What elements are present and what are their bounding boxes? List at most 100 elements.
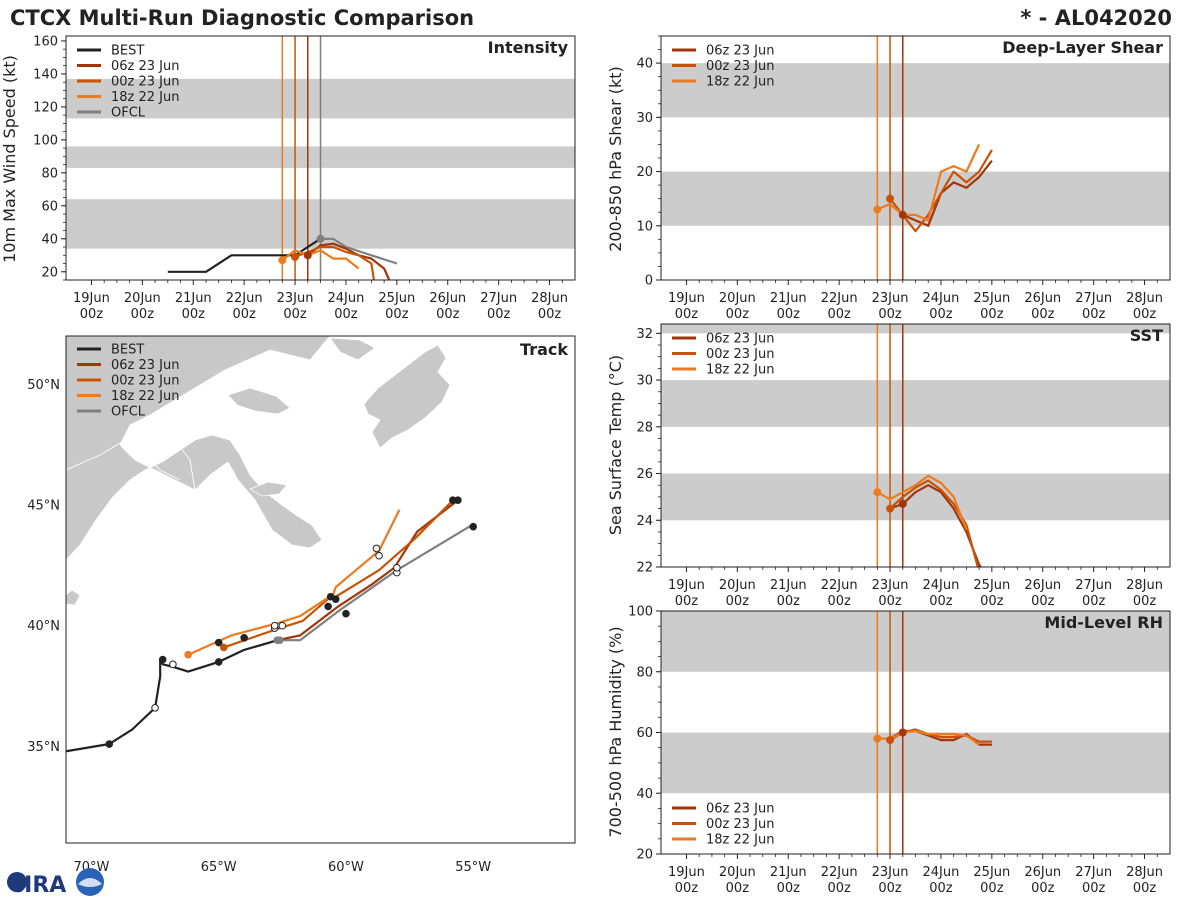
seal-wave-icon [78,878,102,887]
rh-line-18z-22-jun [877,729,980,746]
rh-legend-label-18z-22-jun: 18z 22 Jun [706,833,775,848]
sst-ylabel: Sea Surface Temp (°C) [606,355,625,535]
sst-xtick-day-5: 24Jun [923,578,960,593]
track-marker-2 [158,655,167,664]
land-mass-3 [249,481,288,497]
rh-xtick-day-6: 25Jun [973,865,1010,880]
sst-ytick-label-22: 22 [636,561,653,576]
sst-xtick-hour-1: 00z [726,594,750,609]
shear-marker-00z-23-jun [886,194,895,203]
sst-xtick-day-8: 27Jun [1075,578,1112,593]
track-map-group [66,336,478,753]
track-marker-3 [169,660,177,669]
intensity-ytick-label-140: 140 [33,67,58,82]
intensity-xtick-day-4: 23Jun [277,291,314,306]
intensity-marker-00z-23-jun [291,252,300,261]
track-xtick-label-65-w: 65°W [201,860,237,875]
sst-band-1 [661,380,1170,427]
rh-xtick-day-4: 23Jun [872,865,909,880]
rh-xtick-hour-2: 00z [777,881,801,896]
intensity-ytick-label-60: 60 [41,199,58,214]
rh-series-group [873,728,992,746]
intensity-xtick-hour-3: 00z [232,307,256,322]
track-marker-6 [240,633,248,642]
rh-xtick-hour-1: 00z [726,881,750,896]
sst-xtick-hour-8: 00z [1082,594,1106,609]
storm-id: * - AL042020 [1020,6,1172,30]
shear-xtick-day-2: 21Jun [770,291,807,306]
shear-xtick-hour-3: 00z [827,307,851,322]
intensity-ytick-label-120: 120 [33,100,58,115]
shear-xtick-hour-8: 00z [1082,307,1106,322]
track-marker-23 [219,643,228,652]
rh-marker-00z-23-jun [886,736,895,745]
shear-ylabel: 200-850 hPa Shear (kt) [606,66,625,252]
rh-xtick-day-5: 24Jun [923,865,960,880]
track-frame [65,335,576,844]
sst-xtick-hour-2: 00z [777,594,801,609]
shear-marker-18z-22-jun [873,205,882,214]
shear-xtick-hour-2: 00z [777,307,801,322]
track-ytick-label-50-n: 50°N [27,378,60,393]
track-line-ofcl [277,523,474,642]
rh-frame [660,610,1171,855]
rh-ytick-label-80: 80 [636,665,653,680]
rh-xtick-hour-4: 00z [878,881,902,896]
cira-logo: CIRA [7,868,104,898]
intensity-xtick-hour-0: 00z [80,307,104,322]
shear-ytick-label-0: 0 [645,274,653,289]
shear-marker-06z-23-jun [898,210,907,219]
track-marker-11 [324,602,332,611]
track-marker-5 [214,638,223,647]
intensity-xtick-day-3: 22Jun [226,291,263,306]
shear-xtick-day-6: 25Jun [973,291,1010,306]
track-panel: 70°W 65°W 60°W 55°W35°N40°N45°N50°NBEST06z … [27,335,576,875]
intensity-xtick-day-0: 19Jun [73,291,110,306]
shear-legend-label-18z-22-jun: 18z 22 Jun [706,75,775,90]
track-marker-20 [454,496,462,504]
sst-legend-label-18z-22-jun: 18z 22 Jun [706,363,775,378]
shear-xtick-day-8: 27Jun [1075,291,1112,306]
intensity-xtick-hour-8: 00z [487,307,511,322]
rh-legend-label-06z-23-jun: 06z 23 Jun [706,802,775,817]
intensity-xtick-hour-9: 00z [538,307,562,322]
sst-series-group [873,474,983,567]
track-marker-10 [278,621,287,630]
track-ytick-label-35-n: 35°N [27,740,60,755]
sst-title: SST [1130,326,1163,345]
shear-xtick-day-5: 24Jun [923,291,960,306]
shear-xtick-hour-5: 00z [929,307,953,322]
shear-ytick-label-10: 10 [636,219,653,234]
track-ytick-label-45-n: 45°N [27,499,60,514]
border-line-1 [149,414,196,491]
sst-xtick-day-4: 23Jun [872,578,909,593]
rh-xtick-hour-5: 00z [929,881,953,896]
sst-band-2 [661,324,1170,334]
track-line-06z-23-jun [276,499,459,642]
shear-ytick-label-20: 20 [636,165,653,180]
intensity-marker-18z-22-jun [278,256,287,265]
shear-panel: 01020304019Jun00z20Jun00z21Jun00z22Jun00… [606,35,1171,322]
intensity-frame [65,35,576,281]
shear-xtick-hour-0: 00z [675,307,699,322]
sst-ytick-label-30: 30 [636,374,653,389]
shear-line-06z-23-jun [902,160,993,227]
sst-legend-label-06z-23-jun: 06z 23 Jun [706,332,775,347]
intensity-ytick-label-20: 20 [41,265,58,280]
cira-logo-text: CIRA [8,873,66,898]
intensity-legend-label-06z-23-jun: 06z 23 Jun [111,59,180,74]
shear-xtick-day-4: 23Jun [872,291,909,306]
shear-line-18z-22-jun [876,143,981,222]
intensity-xtick-hour-4: 00z [283,307,307,322]
rh-plot: 2040608010019Jun00z20Jun00z21Jun00z22Jun… [628,605,1171,896]
intensity-marker-06z-23-jun [303,251,312,260]
shear-xtick-day-9: 28Jun [1126,291,1163,306]
track-plot: 70°W 65°W 60°W 55°W35°N40°N45°N50°NBEST06z … [27,335,576,875]
sst-marker-18z-22-jun [873,488,882,497]
intensity-ytick-label-40: 40 [41,232,58,247]
track-legend-label-06z-23-jun: 06z 23 Jun [111,358,180,373]
intensity-line-18z-22-jun [281,249,360,270]
sst-xtick-hour-6: 00z [980,594,1004,609]
shear-xtick-day-7: 26Jun [1024,291,1061,306]
